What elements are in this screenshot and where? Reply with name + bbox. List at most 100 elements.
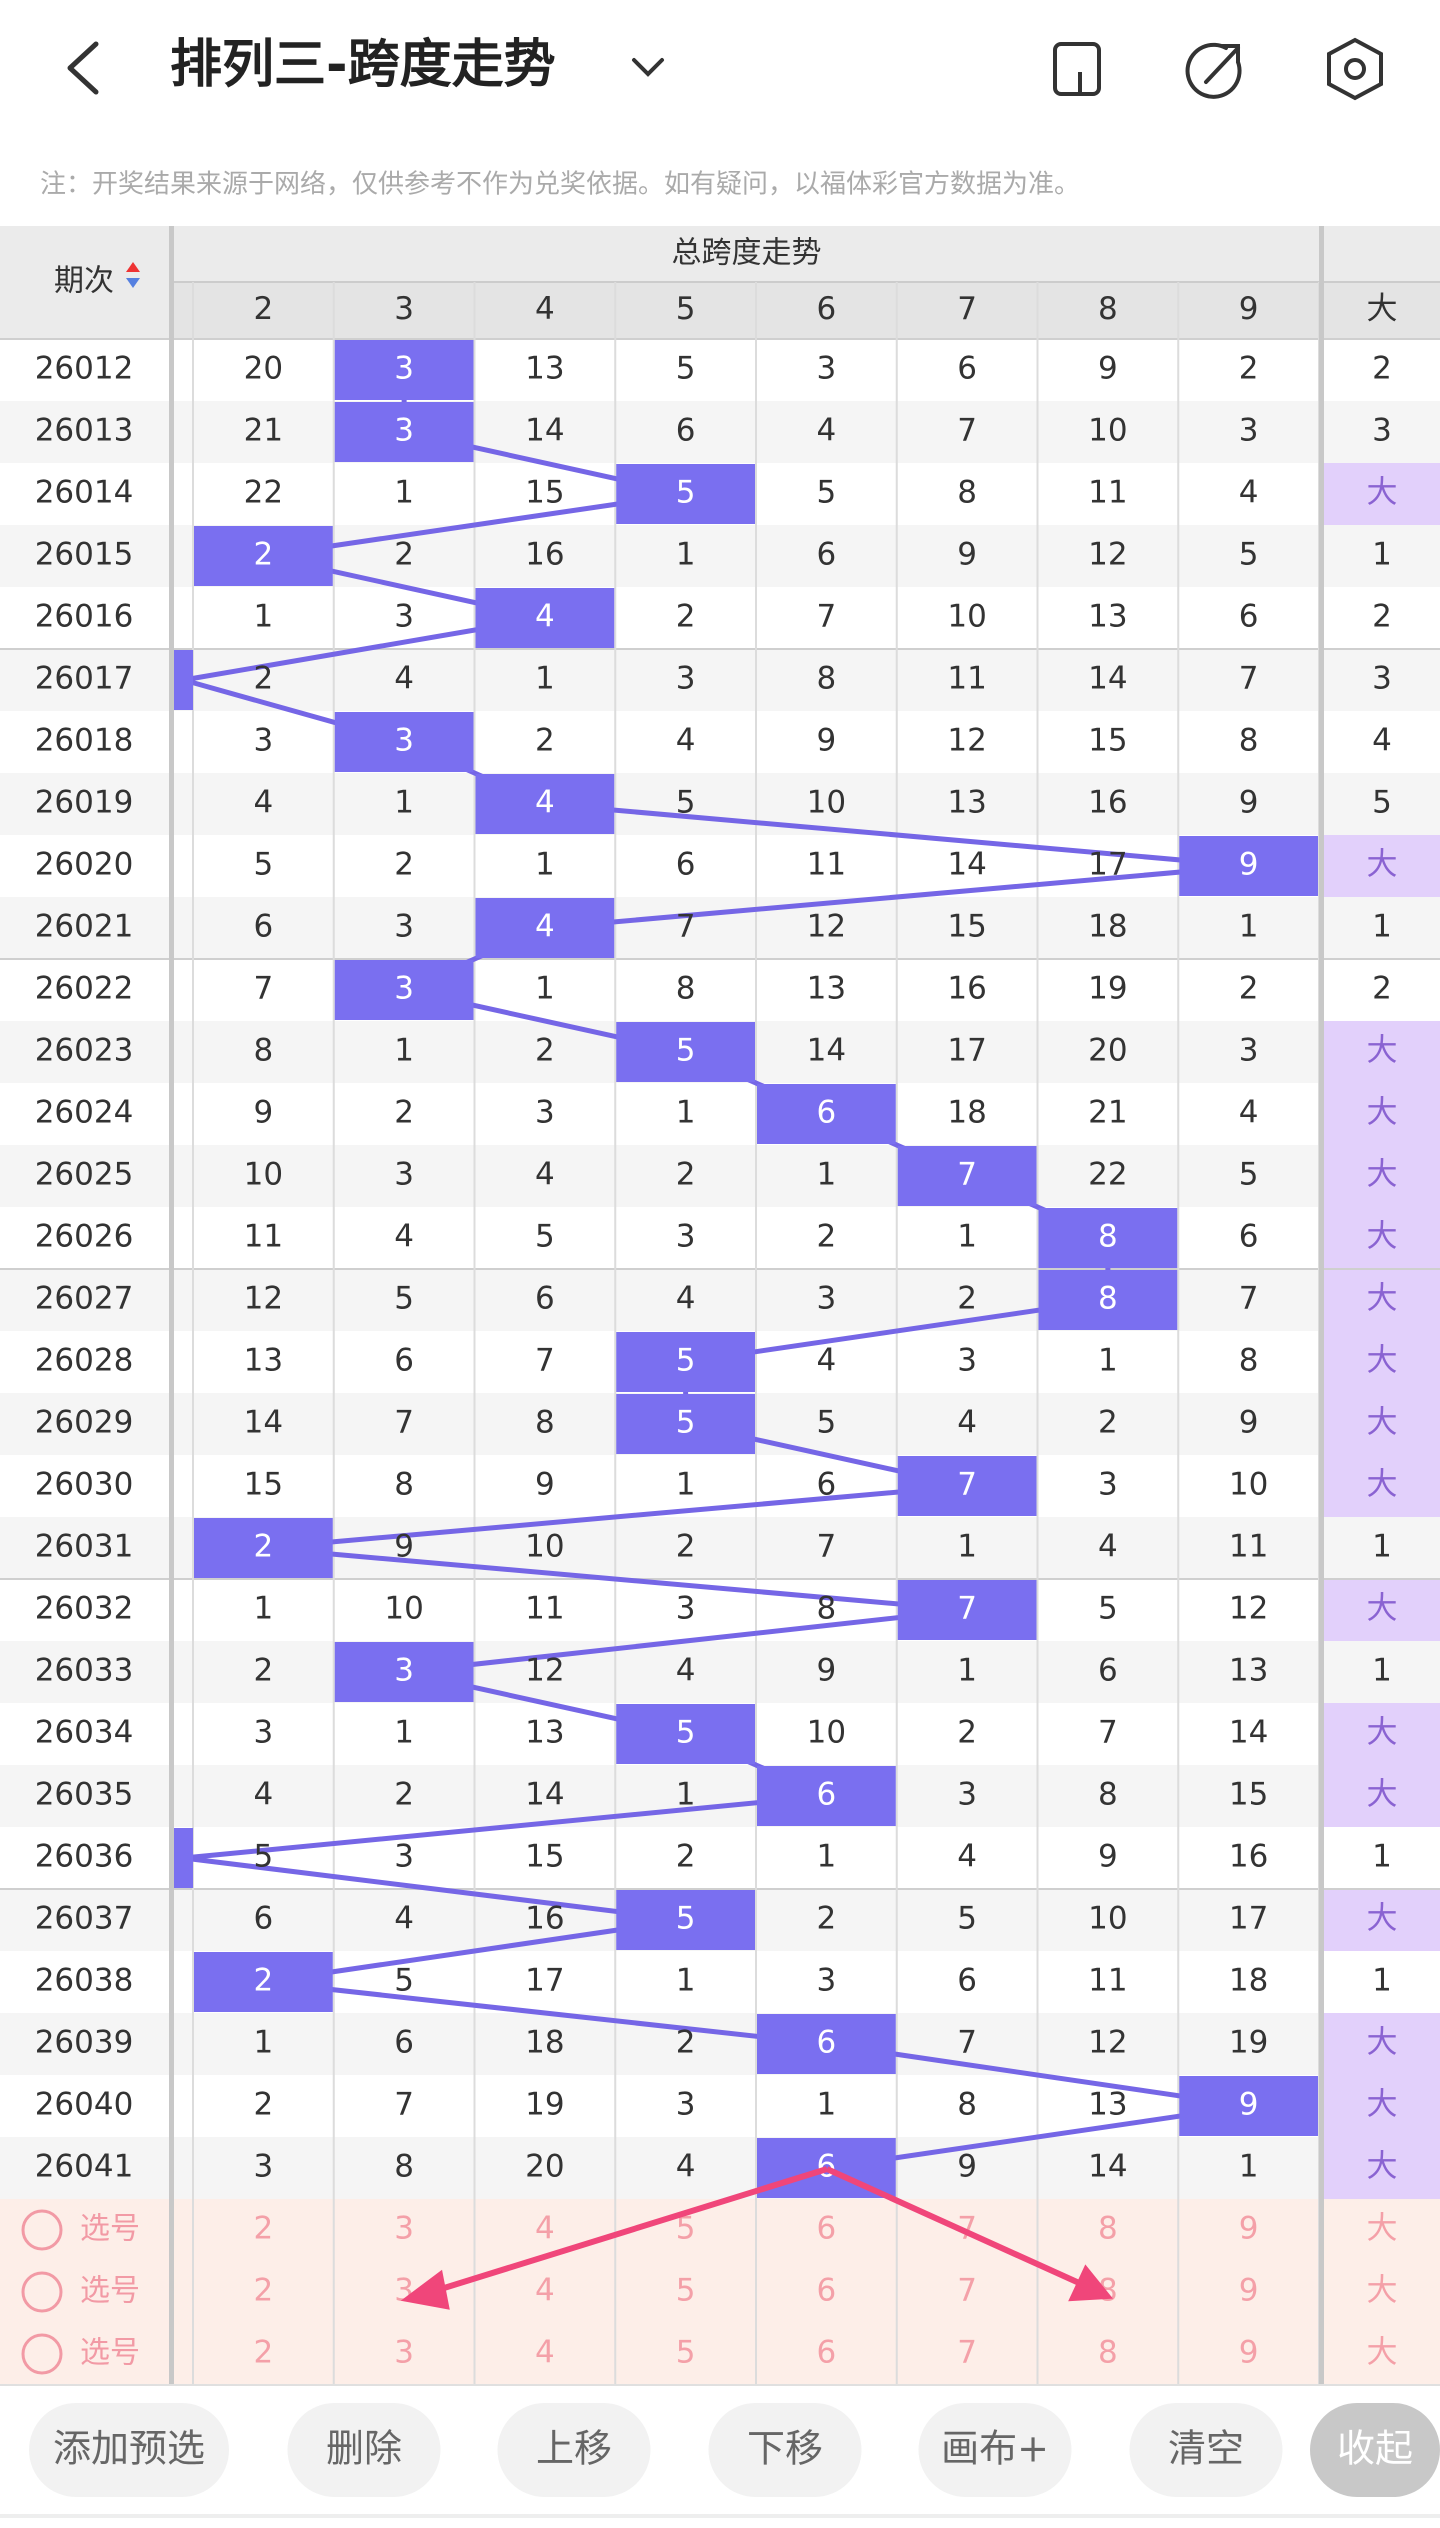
back-button[interactable] (67, 41, 99, 95)
cell-value: 12 (947, 723, 986, 759)
settings-icon[interactable] (1327, 37, 1383, 101)
pick-value[interactable]: 3 (394, 2273, 414, 2309)
trend-line (182, 370, 1249, 2171)
cell-value: 1 (676, 1963, 696, 1999)
big-highlight (1324, 1207, 1440, 1269)
cell-value: 1 (394, 475, 414, 511)
column-header: 9 (1239, 291, 1259, 327)
pick-value[interactable]: 5 (676, 2211, 696, 2247)
pick-value[interactable]: 8 (1098, 2211, 1118, 2247)
toolbar-button[interactable] (287, 2403, 441, 2497)
cell-value: 8 (394, 1467, 414, 1503)
pick-value[interactable]: 6 (817, 2335, 837, 2371)
cell-value: 2 (394, 847, 414, 883)
toolbar-button[interactable] (1129, 2403, 1283, 2497)
title-dropdown[interactable] (632, 58, 664, 77)
toolbar-button[interactable] (708, 2403, 862, 2497)
column-header: 3 (394, 291, 414, 327)
cell-value: 13 (525, 351, 564, 387)
issue-number: 26024 (35, 1095, 134, 1131)
toolbar-button[interactable] (29, 2403, 229, 2497)
big-value: 3 (1372, 661, 1392, 697)
big-highlight (1324, 2075, 1440, 2137)
cell-value: 17 (525, 1963, 564, 1999)
cell-value: 3 (394, 909, 414, 945)
pick-value[interactable]: 4 (535, 2273, 555, 2309)
cell-value: 1 (1239, 909, 1259, 945)
cell-value: 4 (1239, 475, 1259, 511)
hit-cell (475, 774, 615, 834)
cell-value: 10 (525, 1529, 564, 1565)
pick-value[interactable]: 3 (394, 2211, 414, 2247)
cell-value: 1 (254, 1591, 274, 1627)
hit-cell (1038, 1270, 1178, 1330)
cell-value: 3 (394, 1653, 414, 1689)
pick-big[interactable]: 大 (1367, 2211, 1398, 2247)
toolbar-button[interactable] (1310, 2403, 1440, 2497)
pick-value[interactable]: 6 (817, 2211, 837, 2247)
pick-value[interactable]: 2 (254, 2335, 274, 2371)
cell-value: 11 (1088, 475, 1127, 511)
cell-value: 3 (254, 2149, 274, 2185)
cell-value: 9 (254, 1095, 274, 1131)
pick-checkbox[interactable] (21, 2209, 63, 2251)
pick-value[interactable]: 7 (957, 2335, 977, 2371)
bottom-indicator (0, 2514, 1440, 2518)
pick-value[interactable]: 7 (957, 2273, 977, 2309)
pick-value[interactable]: 9 (1239, 2211, 1259, 2247)
cell-value: 6 (254, 909, 274, 945)
cell-value: 1 (394, 785, 414, 821)
pick-value[interactable]: 4 (535, 2211, 555, 2247)
toolbar-button[interactable] (918, 2403, 1072, 2497)
pick-value[interactable]: 5 (676, 2335, 696, 2371)
pick-value[interactable]: 9 (1239, 2335, 1259, 2371)
cell-value: 1 (1239, 2149, 1259, 2185)
sort-up[interactable] (126, 262, 140, 272)
pick-value[interactable]: 6 (817, 2273, 837, 2309)
cell-value: 1 (817, 2087, 837, 2123)
big-highlight (1324, 1331, 1440, 1393)
issue-number: 26040 (35, 2087, 134, 2123)
big-value: 大 (1367, 1219, 1398, 1255)
share-icon[interactable] (1185, 42, 1242, 99)
toolbar-button-label: 画布+ (941, 2427, 1049, 2471)
row-bg (0, 649, 1440, 711)
big-value: 大 (1367, 1777, 1398, 1813)
pick-checkbox[interactable] (21, 2333, 63, 2375)
pick-value[interactable]: 9 (1239, 2273, 1259, 2309)
pick-value[interactable]: 3 (394, 2335, 414, 2371)
cell-value: 2 (254, 1653, 274, 1689)
cell-value: 5 (254, 847, 274, 883)
cell-value: 22 (244, 475, 283, 511)
big-highlight (1324, 1269, 1440, 1331)
big-highlight (1324, 1579, 1440, 1641)
cell-value: 12 (525, 1653, 564, 1689)
pick-big[interactable]: 大 (1367, 2273, 1398, 2309)
sort-down[interactable] (126, 278, 140, 288)
pick-checkbox[interactable] (21, 2271, 63, 2313)
pick-big[interactable]: 大 (1367, 2335, 1398, 2371)
cell-value: 1 (676, 1095, 696, 1131)
pick-value[interactable]: 8 (1098, 2335, 1118, 2371)
cell-value: 6 (817, 2149, 837, 2185)
pick-value[interactable]: 4 (535, 2335, 555, 2371)
settings-icon-hex (1327, 37, 1383, 101)
layout-icon[interactable] (1053, 42, 1101, 96)
pick-value[interactable]: 5 (676, 2273, 696, 2309)
hit-cell (194, 526, 333, 586)
arrow-right (825, 2166, 1090, 2290)
cell-value: 5 (676, 351, 696, 387)
cell-value: 11 (525, 1591, 564, 1627)
pick-value[interactable]: 2 (254, 2273, 274, 2309)
cell-value: 16 (525, 1901, 564, 1937)
issue-number: 26029 (35, 1405, 134, 1441)
pick-value[interactable]: 8 (1098, 2273, 1118, 2309)
cell-value: 4 (676, 723, 696, 759)
toolbar-button-label: 上移 (536, 2427, 612, 2471)
big-highlight (1324, 463, 1440, 525)
cell-value: 3 (535, 1095, 555, 1131)
pick-value[interactable]: 2 (254, 2211, 274, 2247)
toolbar-button-label: 清空 (1168, 2427, 1244, 2471)
toolbar-button[interactable] (497, 2403, 651, 2497)
